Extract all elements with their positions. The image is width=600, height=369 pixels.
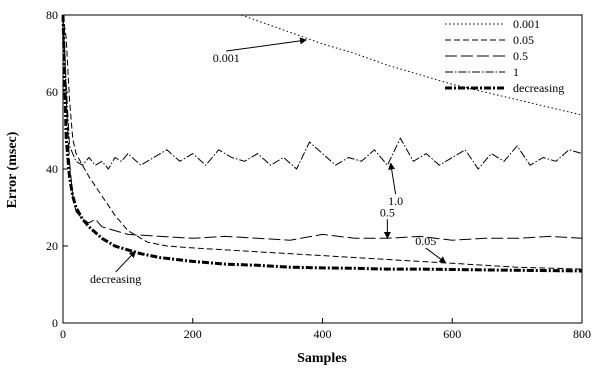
annotation-label: 0.5: [380, 205, 395, 219]
x-tick-label: 200: [184, 327, 202, 341]
annotation-arrow: [425, 247, 447, 264]
x-tick-label: 400: [314, 327, 332, 341]
annotation-label: 0.05: [415, 234, 436, 248]
y-tick-label: 80: [46, 8, 58, 22]
series-lines: [61, 14, 583, 273]
annotation-label: 1.0: [388, 194, 403, 208]
x-tick-label: 0: [60, 327, 66, 341]
legend-label: 0.001: [513, 17, 540, 31]
annotation-arrow: [388, 162, 397, 195]
series-line-3: [62, 14, 583, 170]
x-tick-label: 600: [443, 327, 461, 341]
x-tick-label: 800: [573, 327, 591, 341]
y-tick-label: 60: [46, 85, 58, 99]
annotation-arrow: [115, 250, 137, 273]
series-line-1: [62, 14, 583, 270]
annotation-label: decreasing: [90, 272, 141, 286]
legend-label: decreasing: [513, 81, 564, 95]
series-line-4: [61, 14, 583, 273]
legend: 0.001 0.05 0.5 1 decreasing: [445, 17, 564, 95]
y-axis-title: Error (msec): [5, 131, 20, 208]
y-tick-label: 0: [52, 316, 58, 330]
legend-label: 1: [513, 65, 519, 79]
legend-label: 0.05: [513, 33, 534, 47]
annotations: 0.001 1.00.5 0.05 decreasing: [90, 37, 447, 286]
annotation-arrow: [226, 37, 307, 52]
y-tick-label: 20: [46, 239, 58, 253]
series-line-2: [62, 14, 583, 241]
x-axis-title: Samples: [297, 351, 347, 366]
annotation-label: 0.001: [213, 51, 240, 65]
y-tick-label: 40: [46, 162, 58, 176]
axis-ticks: 0 200 400 600 800 0 20 40 60 80: [46, 8, 591, 341]
legend-label: 0.5: [513, 49, 528, 63]
